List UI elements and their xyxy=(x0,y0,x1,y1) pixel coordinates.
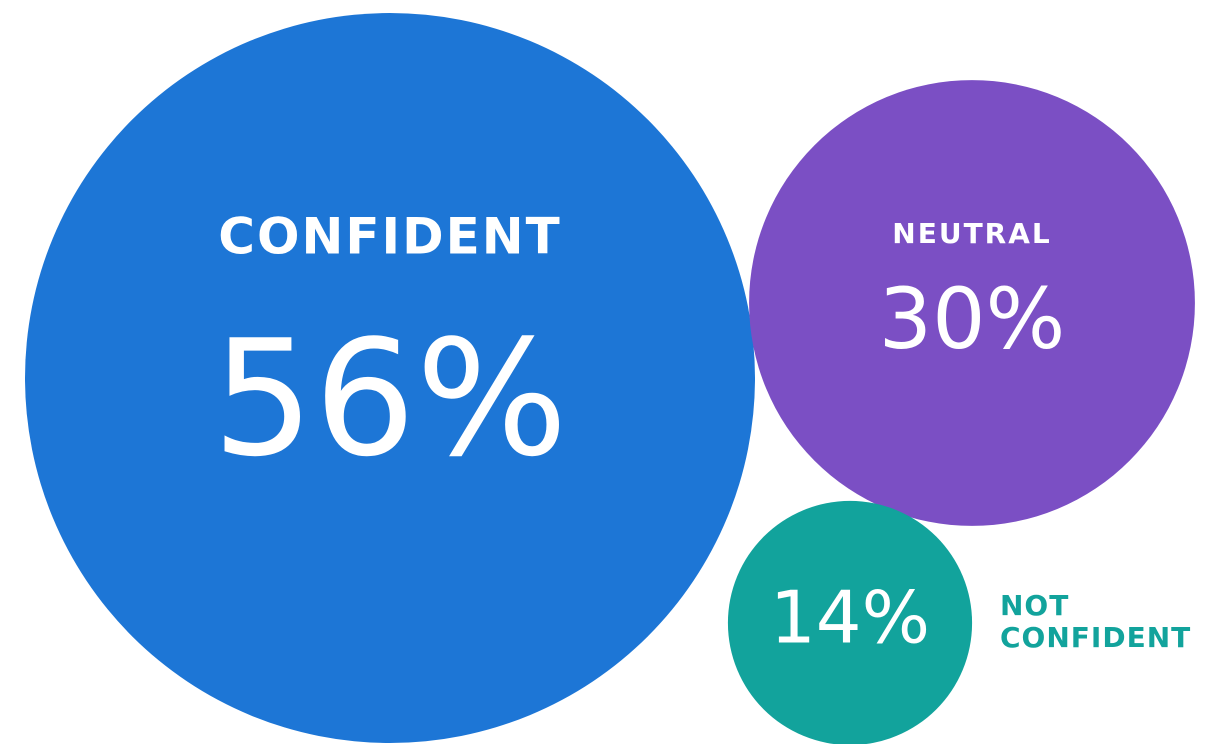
bubble-label: CONFIDENT xyxy=(218,208,561,266)
bubble xyxy=(25,13,755,743)
bubble xyxy=(727,500,973,744)
outside-label: NOT CONFIDENT xyxy=(1000,589,1192,654)
value-label: 30% xyxy=(879,270,1066,368)
value-label: 56% xyxy=(212,305,568,492)
value-label: 14% xyxy=(770,576,930,660)
bubble-label: NEUTRAL xyxy=(892,217,1051,250)
bubble xyxy=(749,80,1195,526)
